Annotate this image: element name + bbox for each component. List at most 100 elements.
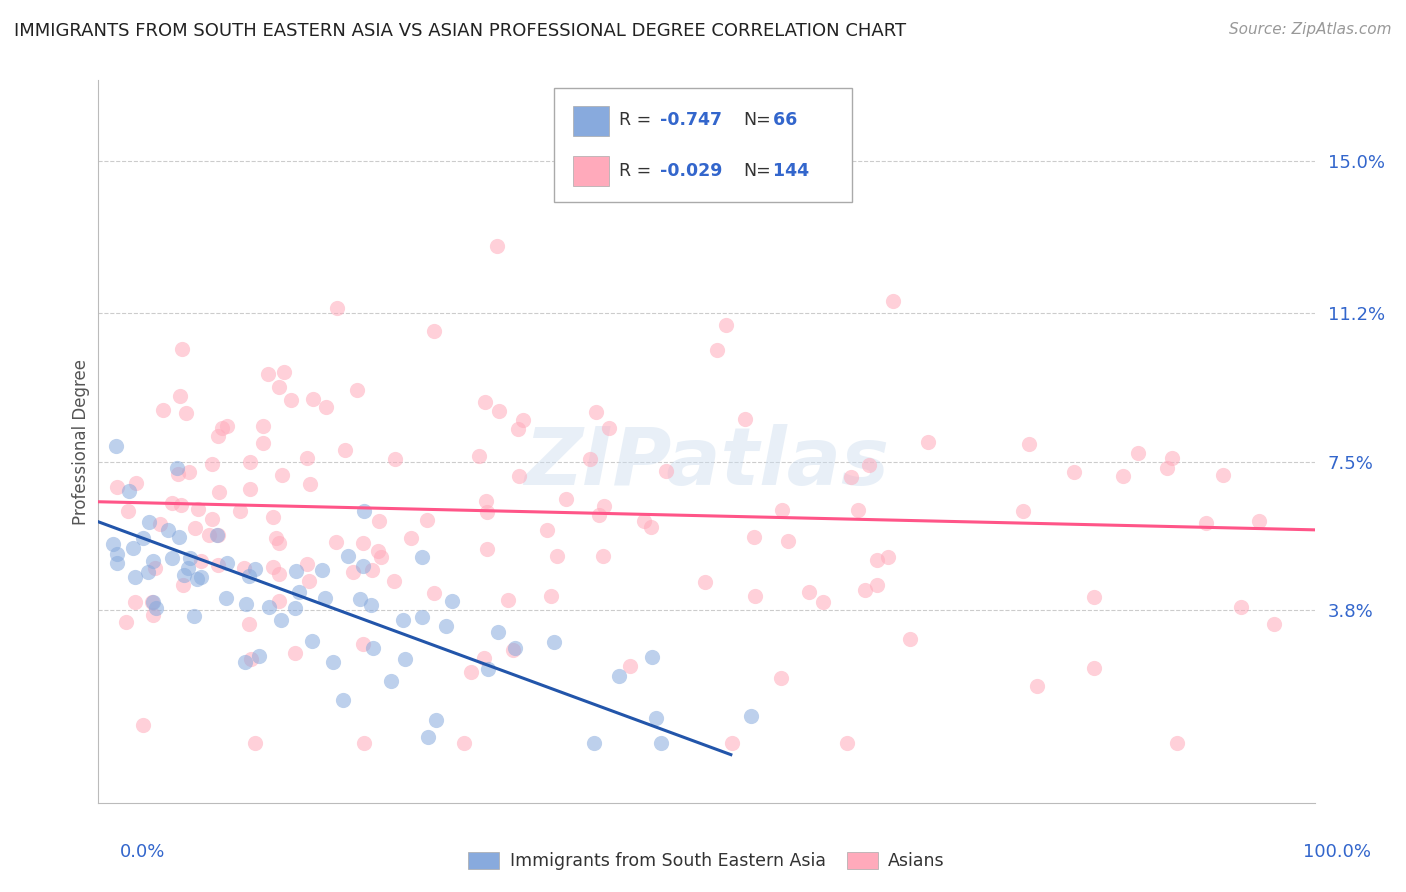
Point bbox=[238, 569, 260, 583]
Point bbox=[311, 563, 333, 577]
Point bbox=[167, 530, 190, 544]
Point bbox=[262, 560, 284, 574]
Point bbox=[295, 451, 318, 466]
Point bbox=[655, 464, 678, 478]
Point bbox=[472, 651, 495, 665]
Point bbox=[721, 735, 744, 749]
Point bbox=[394, 652, 416, 666]
Point bbox=[187, 502, 209, 516]
Point bbox=[283, 646, 305, 660]
Text: 0.0%: 0.0% bbox=[120, 843, 165, 861]
Point bbox=[257, 600, 280, 615]
Y-axis label: Professional Degree: Professional Degree bbox=[72, 359, 90, 524]
Point bbox=[555, 491, 578, 506]
Point bbox=[425, 713, 447, 727]
Point bbox=[262, 509, 284, 524]
Point bbox=[382, 574, 405, 589]
Point bbox=[141, 607, 163, 622]
Point bbox=[866, 578, 889, 592]
Point bbox=[160, 551, 183, 566]
Point bbox=[778, 533, 800, 548]
Text: -0.747: -0.747 bbox=[661, 111, 723, 129]
Point bbox=[233, 655, 256, 669]
Point bbox=[1026, 679, 1049, 693]
Point bbox=[257, 367, 280, 381]
Point bbox=[217, 556, 239, 570]
Point bbox=[1018, 437, 1040, 451]
Point bbox=[588, 508, 610, 522]
Text: N=: N= bbox=[742, 161, 770, 179]
Point bbox=[179, 551, 201, 566]
Point bbox=[122, 541, 145, 555]
Point bbox=[877, 550, 900, 565]
Point bbox=[252, 419, 274, 434]
FancyBboxPatch shape bbox=[554, 87, 852, 202]
Point bbox=[619, 659, 641, 673]
Point bbox=[367, 515, 389, 529]
Point bbox=[205, 527, 228, 541]
Point bbox=[486, 625, 509, 640]
Point bbox=[101, 536, 124, 550]
Point bbox=[179, 466, 201, 480]
Point bbox=[1263, 616, 1285, 631]
Point bbox=[201, 511, 224, 525]
Point bbox=[468, 449, 491, 463]
Point bbox=[238, 616, 260, 631]
Point bbox=[742, 530, 765, 544]
Point bbox=[173, 568, 195, 582]
Point bbox=[201, 457, 224, 471]
Point bbox=[734, 412, 756, 426]
Point bbox=[266, 531, 288, 545]
Point bbox=[346, 384, 368, 398]
Point bbox=[298, 574, 321, 588]
Point bbox=[917, 435, 939, 450]
Text: 100.0%: 100.0% bbox=[1303, 843, 1371, 861]
Point bbox=[477, 541, 499, 556]
Point bbox=[411, 610, 433, 624]
Point bbox=[592, 549, 614, 563]
Point bbox=[460, 665, 482, 679]
Point bbox=[453, 735, 475, 749]
Point bbox=[280, 392, 302, 407]
Point bbox=[217, 418, 239, 433]
Point bbox=[380, 674, 402, 689]
Point bbox=[314, 591, 336, 605]
Point bbox=[271, 467, 294, 482]
Point bbox=[770, 671, 793, 685]
Point bbox=[799, 585, 821, 599]
Point bbox=[336, 549, 359, 563]
Point bbox=[352, 536, 374, 550]
Point bbox=[475, 494, 498, 508]
Point bbox=[598, 421, 620, 435]
Point bbox=[352, 559, 374, 574]
Point bbox=[360, 598, 382, 612]
Point bbox=[502, 643, 524, 657]
Point bbox=[208, 485, 231, 500]
Point bbox=[1112, 469, 1135, 483]
Point bbox=[143, 560, 166, 574]
Point bbox=[335, 443, 357, 458]
Point bbox=[270, 613, 292, 627]
Point bbox=[384, 452, 406, 467]
Point bbox=[149, 516, 172, 531]
Point bbox=[211, 421, 233, 435]
Point bbox=[186, 572, 208, 586]
Point bbox=[167, 467, 190, 481]
Point bbox=[1012, 504, 1035, 518]
Text: Source: ZipAtlas.com: Source: ZipAtlas.com bbox=[1229, 22, 1392, 37]
Point bbox=[172, 577, 194, 591]
Point bbox=[239, 455, 262, 469]
Point bbox=[640, 520, 662, 534]
Point bbox=[183, 609, 205, 624]
Point bbox=[229, 504, 252, 518]
Point bbox=[176, 406, 198, 420]
Point bbox=[744, 589, 766, 603]
Point bbox=[1161, 450, 1184, 465]
Text: 66: 66 bbox=[768, 111, 797, 129]
Point bbox=[1249, 514, 1271, 528]
Point bbox=[105, 439, 128, 453]
Point bbox=[477, 662, 499, 676]
Point bbox=[540, 589, 562, 603]
Point bbox=[267, 380, 290, 394]
Bar bbox=[572, 105, 609, 136]
